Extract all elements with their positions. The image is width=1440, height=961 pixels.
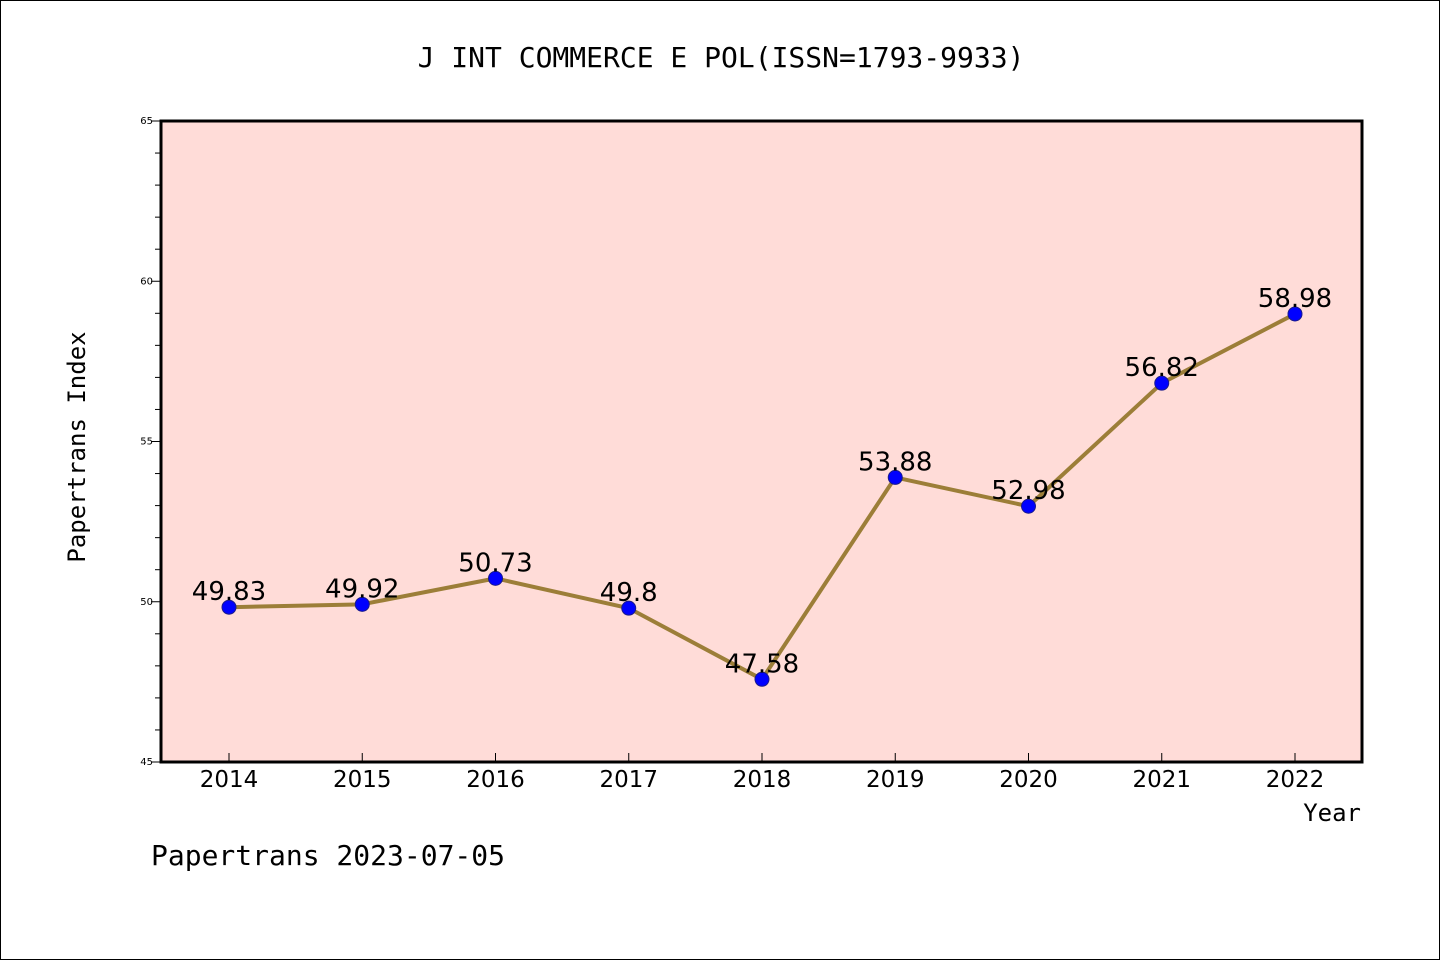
x-tick-label: 2018 xyxy=(733,767,792,793)
x-tick-label: 2022 xyxy=(1266,767,1325,793)
x-tick-label: 2016 xyxy=(466,767,525,793)
data-point xyxy=(221,599,237,615)
data-label: 53.88 xyxy=(858,447,932,477)
data-label: 58.98 xyxy=(1258,284,1332,314)
data-point xyxy=(1287,306,1303,322)
data-label: 56.82 xyxy=(1125,353,1199,383)
x-tick-label: 2014 xyxy=(200,767,259,793)
data-point xyxy=(754,671,770,687)
series-group xyxy=(221,306,1303,687)
y-tick-label: 45 xyxy=(140,757,153,768)
y-axis-ticks: 45 50 55 60 65 xyxy=(140,116,161,768)
x-tick-label: 2020 xyxy=(999,767,1058,793)
data-label: 49.92 xyxy=(325,574,399,604)
footer-credit: Papertrans 2023-07-05 xyxy=(151,839,505,872)
data-label: 49.83 xyxy=(192,577,266,607)
data-point xyxy=(621,600,637,616)
data-point xyxy=(1021,498,1036,514)
data-label: 49.8 xyxy=(600,578,658,608)
y-tick-label: 55 xyxy=(140,437,153,448)
data-label: 52.98 xyxy=(991,476,1065,506)
x-axis-ticks: 2014 2015 2016 2017 2018 2019 2020 2021 2022 xyxy=(200,753,1325,793)
x-tick-label: 2019 xyxy=(866,767,925,793)
x-tick-label: 2021 xyxy=(1132,767,1191,793)
y-tick-label: 60 xyxy=(140,276,153,287)
chart-title: J INT COMMERCE E POL(ISSN=1793-9933) xyxy=(418,41,1025,74)
data-point xyxy=(887,469,903,485)
y-tick-label: 50 xyxy=(140,597,153,608)
x-tick-label: 2015 xyxy=(333,767,392,793)
data-point xyxy=(1154,375,1170,391)
plot-area xyxy=(159,119,1364,764)
data-point xyxy=(488,570,503,586)
data-labels-group: 49.83 49.92 50.73 49.8 47.58 53.88 52.98 56.82 5… xyxy=(192,284,1332,679)
y-tick-label: 65 xyxy=(140,116,153,127)
x-tick-label: 2017 xyxy=(599,767,658,793)
data-label: 50.73 xyxy=(458,548,532,578)
x-axis-label: Year xyxy=(1303,799,1361,827)
y-axis-label: Papertrans Index xyxy=(63,331,91,562)
data-point xyxy=(354,596,370,612)
data-label: 47.58 xyxy=(725,649,799,679)
